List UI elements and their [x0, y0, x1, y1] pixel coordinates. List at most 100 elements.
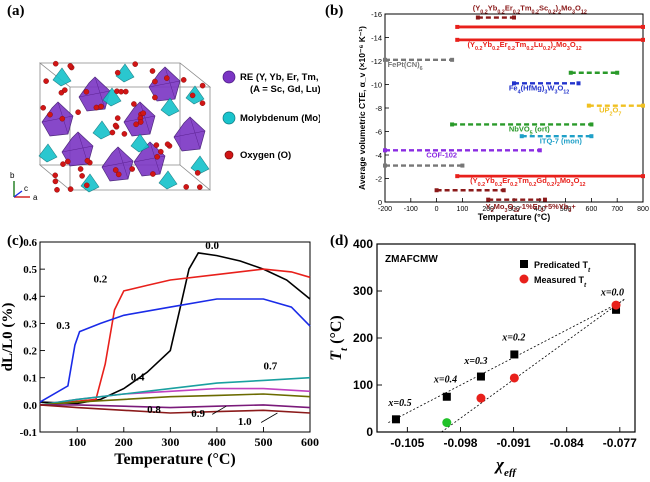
- axis-b-label: b: [10, 171, 15, 180]
- oxygen-atom: [123, 88, 129, 95]
- x-tick-label: 300: [508, 206, 520, 213]
- oxygen-atom: [152, 78, 158, 85]
- plot-frame: [39, 241, 311, 433]
- x-tick-label: 300: [161, 435, 179, 449]
- y-tick-label: -16: [371, 10, 382, 19]
- panel-c-label: (c): [7, 233, 24, 249]
- measured-point: [611, 300, 621, 310]
- x-tick-label: 500: [560, 206, 572, 213]
- oxygen-atom: [150, 171, 156, 177]
- oxygen-atom: [129, 166, 135, 172]
- series-label: UP2O7: [599, 106, 621, 118]
- x-tick-label: 500: [254, 435, 272, 449]
- panel-d-label: (d): [330, 233, 349, 249]
- x-tick-label: -100: [404, 206, 418, 213]
- oxygen-atom: [83, 89, 90, 95]
- chart-title: ZMAFCMW: [385, 254, 438, 265]
- range-end-marker: [542, 197, 547, 202]
- oxygen-atom: [180, 77, 187, 83]
- polyhedron-edge: [101, 160, 134, 168]
- y-tick-label: 100: [353, 378, 373, 392]
- panel-b-chart: -200 -100 0 100 200 300 400 500 600 700 800 0 -2 -4 -6…: [325, 0, 650, 225]
- curve-annotation: 0.8: [147, 404, 161, 416]
- curve-annotation: 0.9: [191, 408, 205, 420]
- structure-legend: RE (Y, Yb, Er, Tm, A (A = Sc, Gd, Lu) Mo…: [222, 70, 328, 161]
- series-line: [39, 393, 311, 406]
- point-label: x=0.3: [463, 356, 487, 367]
- oxygen-atom: [183, 184, 189, 190]
- range-start-marker: [475, 15, 480, 20]
- y-tick-label: -2: [375, 175, 382, 184]
- predicted-point: [612, 305, 621, 314]
- oxygen-atom: [154, 153, 160, 160]
- y-tick-label: -0.1: [20, 427, 37, 439]
- range-start-marker: [383, 148, 387, 153]
- polyhedron-edge: [61, 145, 94, 153]
- y-tick-label: 0: [378, 198, 382, 207]
- x-tick-label: -200: [378, 206, 392, 213]
- x-tick-label: 700: [611, 206, 623, 213]
- oxygen-atom: [65, 158, 71, 165]
- oxygen-atom: [112, 122, 119, 129]
- range-end-marker: [589, 122, 594, 127]
- panel-a-label: (a): [7, 3, 25, 19]
- predicted-point: [510, 350, 519, 359]
- oxygen-atom: [109, 129, 116, 136]
- oxygen-atom: [152, 94, 158, 101]
- oxygen-atom: [62, 87, 68, 93]
- mo-tetrahedron: [158, 170, 178, 190]
- oxygen-atom: [114, 69, 121, 76]
- x-tick-label: -0.098: [443, 436, 477, 450]
- x-tick-label: 600: [586, 206, 598, 213]
- transition-temperature-chart: -0.105 -0.098 -0.091 -0.084 -0.077 0 100 200 300…: [328, 237, 637, 479]
- range-start-marker: [383, 57, 387, 62]
- oxygen-atom: [114, 115, 121, 121]
- y-tick-label: -10: [371, 81, 382, 90]
- series-label: Fe4(HfMg)3W3O12: [509, 83, 569, 95]
- x-tick-label: -0.105: [390, 436, 424, 450]
- panel-d-chart: -0.105 -0.098 -0.091 -0.084 -0.077 0 100 200 300…: [325, 230, 650, 479]
- y-axis-label: Average volumetric CTE, α_v (×10⁻⁶ K⁻¹): [357, 26, 367, 190]
- measured-point: [442, 418, 452, 428]
- range-end-marker: [576, 81, 581, 86]
- y-tick-label: 0: [366, 425, 373, 439]
- legend-mo-label: Molybdenum (Mo): [240, 113, 320, 124]
- oxygen-atom: [67, 63, 74, 69]
- oxygen-atom: [153, 142, 160, 148]
- range-start-marker: [450, 122, 455, 127]
- oxygen-atom: [118, 88, 124, 95]
- x-tick-label: 0: [435, 206, 439, 213]
- point-label: x=0.2: [501, 332, 525, 343]
- curve-annotation: 0.2: [94, 274, 108, 286]
- y-tick-label: -6: [375, 128, 382, 137]
- oxygen-atom: [196, 184, 203, 190]
- y-tick-label: 0.3: [23, 318, 37, 330]
- y-tick-label: 300: [353, 284, 373, 298]
- predicted-point: [476, 372, 485, 381]
- predicted-point: [391, 415, 400, 424]
- legend-predicted-label: Predicated Tt: [534, 260, 591, 274]
- x-tick-label: 400: [534, 206, 546, 213]
- y-axis-label: dL/L0 (%): [0, 303, 16, 372]
- mo-tetrahedron: [92, 120, 112, 140]
- panel-c-chart: 100 200 300 400 500 600 -0.1 0.0 0.1 0.2 0.3 0.4 0.5…: [0, 230, 325, 477]
- panel-b-label: (b): [325, 3, 344, 19]
- x-axis-label: Temperature (°C): [114, 451, 235, 468]
- oxygen-atom: [47, 111, 53, 118]
- polyhedron-edge: [173, 130, 206, 138]
- y-tick-label: 400: [353, 237, 373, 251]
- panel-a-structure: b c a RE (Y, Yb, Er, Tm, A (A = Sc, Gd, …: [0, 25, 328, 230]
- legend-re-line2: (A = Sc, Gd, Lu): [250, 84, 320, 95]
- oxygen-atom: [93, 104, 100, 111]
- re-atom-icon: [222, 70, 236, 84]
- y-tick-label: 0.6: [23, 237, 37, 249]
- oxygen-atom: [164, 141, 171, 147]
- measured-point: [476, 393, 486, 403]
- oxygen-atom: [133, 121, 139, 128]
- range-start-marker: [568, 70, 573, 75]
- series-label: NbVO5 (ort): [509, 125, 550, 137]
- legend-measured-marker: [519, 274, 529, 284]
- annotation-arrow: [260, 412, 278, 423]
- range-end-marker: [615, 70, 620, 75]
- polyhedron-edge: [78, 90, 111, 98]
